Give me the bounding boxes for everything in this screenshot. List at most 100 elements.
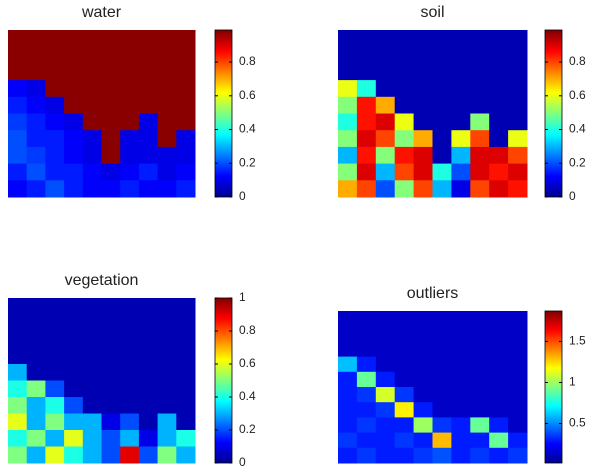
heatmap-cell xyxy=(83,348,102,365)
heatmap-cell xyxy=(27,364,46,381)
heatmap-cell xyxy=(102,130,121,147)
heatmap-cell xyxy=(83,430,102,447)
colorbar-tick-label: 0.2 xyxy=(569,155,586,169)
heatmap-cell xyxy=(27,47,46,64)
heatmap-cell xyxy=(45,348,64,365)
heatmap-cell xyxy=(139,114,158,131)
heatmap-cell xyxy=(470,114,489,131)
heatmap-cell xyxy=(376,433,395,449)
heatmap-cell xyxy=(414,130,433,147)
heatmap-cell xyxy=(395,63,414,80)
heatmap-cell xyxy=(376,114,395,131)
heatmap-cell xyxy=(27,164,46,181)
heatmap-cell xyxy=(158,364,177,381)
heatmap-cell xyxy=(395,433,414,449)
heatmap-cell xyxy=(489,97,508,114)
heatmap-cell xyxy=(83,30,102,47)
heatmap-cell xyxy=(158,414,177,431)
heatmap-cell xyxy=(508,130,527,147)
heatmap-cell xyxy=(139,80,158,97)
heatmap-cell xyxy=(120,180,139,197)
heatmap-cell xyxy=(176,364,195,381)
heatmap-cell xyxy=(45,63,64,80)
heatmap-cell xyxy=(489,357,508,373)
heatmap-cell xyxy=(451,130,470,147)
heatmap-cell xyxy=(176,315,195,332)
heatmap-cell xyxy=(64,381,83,398)
heatmap-cell xyxy=(102,147,121,164)
heatmap-cell xyxy=(64,164,83,181)
heatmap-cell xyxy=(102,63,121,80)
heatmap-cell xyxy=(338,47,357,64)
heatmap-cell xyxy=(64,47,83,64)
heatmap-cell xyxy=(102,180,121,197)
heatmap-cell xyxy=(45,430,64,447)
heatmap-cell xyxy=(395,180,414,197)
heatmap-cell xyxy=(8,397,27,414)
heatmap-cell xyxy=(27,430,46,447)
heatmap-cell xyxy=(338,341,357,357)
heatmap-cell xyxy=(489,448,508,464)
heatmap-cell xyxy=(120,414,139,431)
heatmap-cell xyxy=(120,447,139,464)
heatmap-cell xyxy=(508,311,527,327)
heatmap-cell xyxy=(489,47,508,64)
heatmap-cell xyxy=(45,364,64,381)
heatmap-cell xyxy=(414,326,433,342)
heatmap-cell xyxy=(508,97,527,114)
heatmap-cell xyxy=(395,357,414,373)
heatmap-cell xyxy=(8,348,27,365)
heatmap-cell xyxy=(158,164,177,181)
heatmap-cell xyxy=(27,414,46,431)
heatmap-cell xyxy=(120,430,139,447)
heatmap-cell xyxy=(158,63,177,80)
heatmap-cell xyxy=(376,448,395,464)
heatmap-cell xyxy=(64,114,83,131)
heatmap-cell xyxy=(176,331,195,348)
heatmap-cell xyxy=(451,311,470,327)
heatmap-cell xyxy=(158,298,177,315)
heatmap-cell xyxy=(83,164,102,181)
heatmap-cell xyxy=(158,430,177,447)
heatmap-cell xyxy=(508,402,527,418)
heatmap-cell xyxy=(139,430,158,447)
colorbar-tick-label: 0.2 xyxy=(239,422,256,436)
heatmap-cell xyxy=(83,80,102,97)
heatmap-cell xyxy=(338,180,357,197)
heatmap-cell xyxy=(139,147,158,164)
heatmap-cell xyxy=(451,433,470,449)
heatmap-cell xyxy=(489,311,508,327)
heatmap-cell xyxy=(64,348,83,365)
heatmap-cell xyxy=(27,348,46,365)
heatmap-cell xyxy=(8,47,27,64)
heatmap-cell xyxy=(395,372,414,388)
heatmap-cell xyxy=(8,164,27,181)
heatmap-cell xyxy=(376,80,395,97)
heatmap-cell xyxy=(338,402,357,418)
heatmap-cell xyxy=(83,397,102,414)
heatmap-cell xyxy=(176,381,195,398)
heatmap-cell xyxy=(376,47,395,64)
heatmap-cell xyxy=(451,63,470,80)
heatmap-cell xyxy=(158,180,177,197)
heatmap-cell xyxy=(139,348,158,365)
heatmap-cell xyxy=(357,63,376,80)
heatmap-cell xyxy=(102,298,121,315)
heatmap-cell xyxy=(45,130,64,147)
heatmap-cell xyxy=(395,387,414,403)
heatmap-cell xyxy=(357,147,376,164)
heatmap-cell xyxy=(176,80,195,97)
heatmap-cell xyxy=(470,47,489,64)
heatmap-cell xyxy=(64,397,83,414)
heatmap-cell xyxy=(158,397,177,414)
heatmap-cell xyxy=(433,147,452,164)
heatmap-cell xyxy=(414,402,433,418)
heatmap-cell xyxy=(45,164,64,181)
heatmap-cell xyxy=(433,311,452,327)
heatmap-cell xyxy=(357,47,376,64)
heatmap-cell xyxy=(158,97,177,114)
heatmap-cell xyxy=(45,397,64,414)
heatmap-cell xyxy=(176,30,195,47)
panel-title: outliers xyxy=(407,285,459,302)
colorbar-tick-label: 0.8 xyxy=(239,54,256,68)
